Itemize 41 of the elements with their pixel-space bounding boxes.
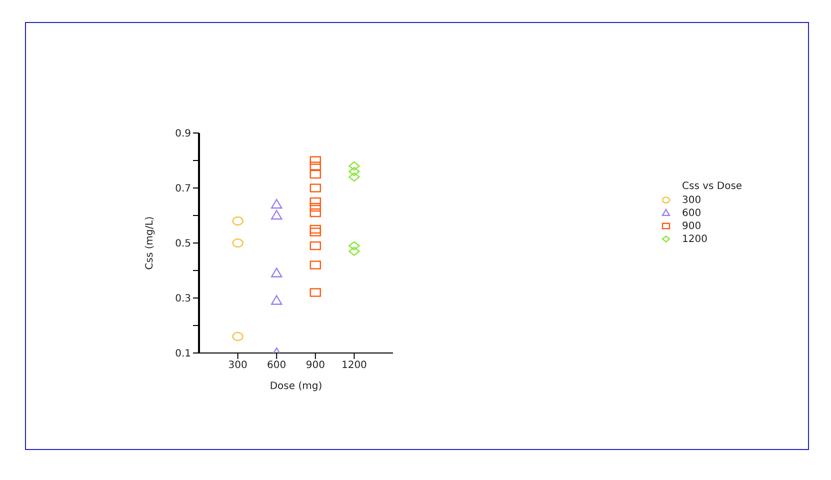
point (232, 332, 244, 342)
point (271, 198, 282, 209)
y-tick-label: 0.5 (175, 238, 191, 250)
y-tick-label: 0.7 (175, 184, 191, 195)
point (271, 268, 282, 278)
point (310, 241, 321, 250)
x-tick-label: 900 (306, 360, 325, 372)
x-tick-label: 1200 (341, 360, 367, 372)
point (310, 228, 321, 236)
legend-title: Css vs Dose (682, 180, 744, 192)
y-axis-title: Css (mg/L) (144, 216, 156, 270)
x-tick-label: 300 (228, 360, 248, 372)
point (348, 241, 360, 250)
point (348, 166, 360, 176)
legend-label: 1200 (682, 234, 708, 244)
point (310, 288, 321, 297)
point (310, 184, 321, 192)
point (232, 238, 244, 248)
y-tick-label: 0.1 (175, 348, 191, 360)
point (310, 156, 321, 165)
y-tick-label: 0.9 (175, 128, 191, 140)
x-axis-title: Dose (mg) (270, 381, 322, 392)
point (271, 210, 282, 220)
point (348, 246, 360, 256)
frame: Css vs Dose 300 600 900 1200 300 600 900 1200 Dose (mg) 0.1 0.3 0.5 0.7 0.9 Css (mg/L) (25, 22, 809, 450)
point (310, 170, 321, 179)
legend-label: 900 (682, 220, 702, 232)
legend-label: 300 (682, 194, 702, 206)
point (310, 260, 321, 270)
point (310, 197, 321, 206)
y-tick-label: 0.3 (175, 294, 191, 305)
point (271, 295, 282, 305)
point (348, 161, 360, 171)
point (310, 224, 321, 234)
point (310, 208, 321, 218)
legend-label: 600 (682, 208, 702, 218)
point (232, 216, 244, 226)
x-tick-label: 600 (267, 360, 286, 372)
point (310, 202, 321, 212)
point (348, 172, 360, 182)
point (310, 162, 321, 170)
